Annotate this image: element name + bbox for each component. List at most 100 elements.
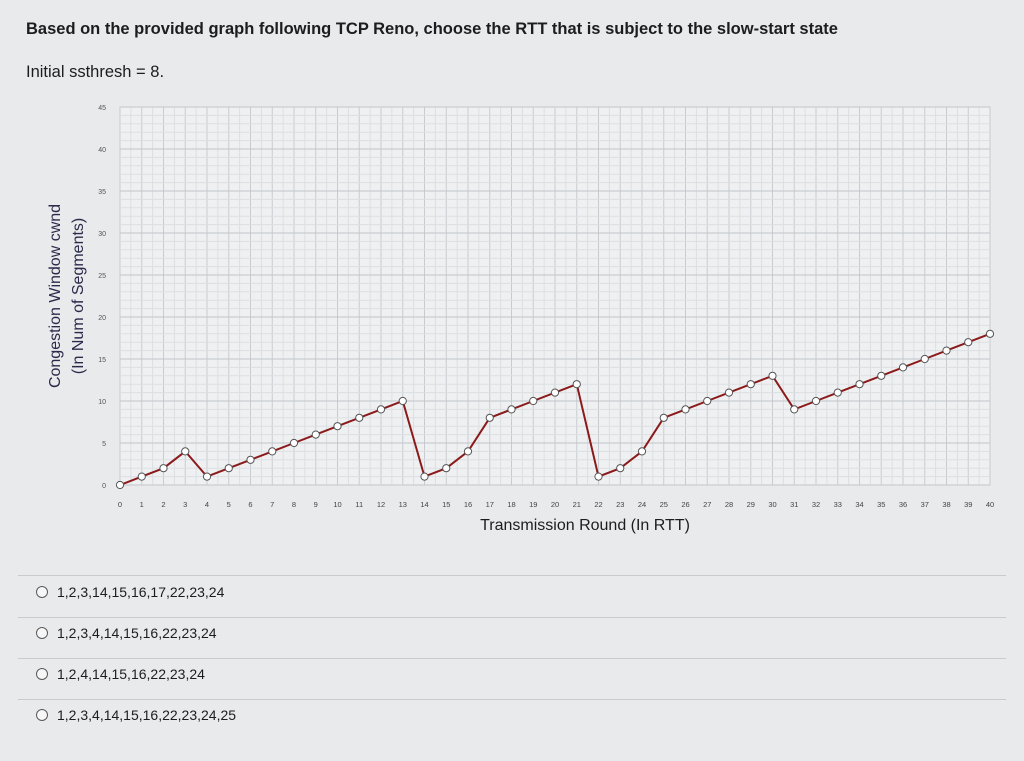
y-tick-label: 40 — [98, 147, 106, 154]
data-point — [659, 413, 668, 422]
answer-option-1[interactable]: 1,2,3,14,15,16,17,22,23,24 — [36, 584, 224, 600]
x-tick-label: 33 — [834, 500, 842, 509]
answer-option-2[interactable]: 1,2,3,4,14,15,16,22,23,24 — [36, 625, 217, 641]
data-point — [507, 405, 516, 414]
x-tick-label: 11 — [355, 500, 363, 509]
y-tick-label: 30 — [98, 231, 106, 238]
data-point — [985, 329, 995, 338]
data-point — [898, 363, 908, 372]
data-point — [724, 388, 734, 397]
data-point — [637, 447, 647, 456]
data-point — [137, 472, 146, 481]
data-point — [811, 396, 821, 406]
x-tick-label: 25 — [660, 500, 668, 509]
data-point — [833, 388, 842, 397]
x-tick-label: 28 — [725, 500, 733, 509]
question-subtitle: Initial ssthresh = 8. — [26, 63, 165, 81]
x-tick-label: 32 — [812, 500, 820, 509]
x-tick-label: 26 — [681, 500, 689, 509]
data-point — [942, 346, 951, 355]
answer-option-label: 1,2,3,4,14,15,16,22,23,24 — [57, 625, 217, 641]
x-tick-label: 12 — [377, 500, 385, 509]
radio-button[interactable] — [36, 709, 48, 721]
radio-button[interactable] — [36, 668, 48, 680]
x-tick-label: 16 — [464, 500, 472, 509]
answer-option-label: 1,2,4,14,15,16,22,23,24 — [57, 666, 205, 682]
x-tick-label: 3 — [183, 500, 187, 509]
x-tick-label: 18 — [507, 500, 515, 509]
y-tick-label: 0 — [102, 483, 106, 490]
data-point — [159, 464, 168, 473]
data-point — [355, 413, 364, 422]
x-tick-label: 19 — [529, 500, 537, 509]
divider — [18, 699, 1006, 700]
answer-option-3[interactable]: 1,2,4,14,15,16,22,23,24 — [36, 666, 205, 682]
x-tick-label: 1 — [140, 500, 144, 509]
divider — [18, 658, 1006, 659]
y-axis-label: Congestion Window cwnd — [47, 204, 64, 388]
y-tick-label: 15 — [98, 357, 106, 364]
radio-button[interactable] — [36, 586, 48, 598]
data-point — [529, 396, 538, 406]
data-point — [202, 472, 212, 481]
divider — [18, 575, 1006, 576]
data-point — [964, 338, 973, 347]
y-tick-label: 5 — [102, 441, 106, 448]
data-point — [855, 380, 864, 389]
x-tick-label: 35 — [877, 500, 885, 509]
x-tick-label: 40 — [986, 500, 994, 509]
cwnd-chart: 0 5 10 15 20 25 30 35 40 45 0 1 2 3 4 5 6 7 8 9 10 11 12 13 14 15… — [40, 95, 1010, 540]
x-tick-label: 0 — [118, 500, 122, 509]
x-tick-label: 38 — [942, 500, 950, 509]
x-tick-label: 20 — [551, 500, 559, 509]
data-point — [790, 405, 799, 414]
y-tick-label: 25 — [98, 273, 106, 280]
data-point — [920, 354, 929, 364]
radio-button[interactable] — [36, 627, 48, 639]
x-tick-label: 24 — [638, 500, 646, 509]
x-tick-label: 14 — [420, 500, 428, 509]
x-tick-label: 30 — [768, 500, 776, 509]
data-point — [289, 438, 299, 448]
answer-option-4[interactable]: 1,2,3,4,14,15,16,22,23,24,25 — [36, 707, 236, 723]
x-tick-label: 22 — [594, 500, 602, 509]
x-tick-label: 13 — [399, 500, 407, 509]
data-point — [333, 422, 342, 431]
data-point — [768, 371, 777, 380]
data-point — [398, 396, 407, 406]
x-tick-label: 9 — [314, 500, 318, 509]
y-axis-label-units: (In Num of Segments) — [70, 218, 87, 375]
data-point — [224, 464, 233, 473]
data-point — [616, 464, 625, 473]
data-point — [311, 430, 320, 439]
x-tick-label: 7 — [270, 500, 274, 509]
x-axis-label: Transmission Round (In RTT) — [480, 517, 690, 534]
divider — [18, 617, 1006, 618]
x-tick-label: 4 — [205, 500, 209, 509]
y-tick-label: 20 — [98, 315, 106, 322]
data-point — [485, 413, 494, 422]
x-tick-label: 8 — [292, 500, 296, 509]
x-tick-label: 37 — [921, 500, 929, 509]
x-tick-label: 6 — [248, 500, 252, 509]
y-tick-label: 10 — [98, 399, 106, 406]
data-point — [877, 371, 886, 380]
data-point — [594, 472, 603, 481]
data-point — [420, 472, 429, 481]
x-tick-label: 17 — [486, 500, 494, 509]
question-title: Based on the provided graph following TC… — [26, 20, 838, 38]
x-tick-label: 39 — [964, 500, 972, 509]
y-tick-label: 45 — [98, 105, 106, 112]
answer-option-label: 1,2,3,4,14,15,16,22,23,24,25 — [57, 707, 237, 723]
x-tick-label: 27 — [703, 500, 711, 509]
x-tick-label: 15 — [442, 500, 450, 509]
x-tick-label: 29 — [747, 500, 755, 509]
data-point — [746, 380, 755, 389]
x-tick-label: 31 — [790, 500, 798, 509]
data-point — [181, 447, 190, 456]
data-point — [550, 388, 560, 397]
x-tick-label: 2 — [161, 500, 165, 509]
data-point — [376, 405, 386, 414]
data-point — [572, 380, 581, 389]
